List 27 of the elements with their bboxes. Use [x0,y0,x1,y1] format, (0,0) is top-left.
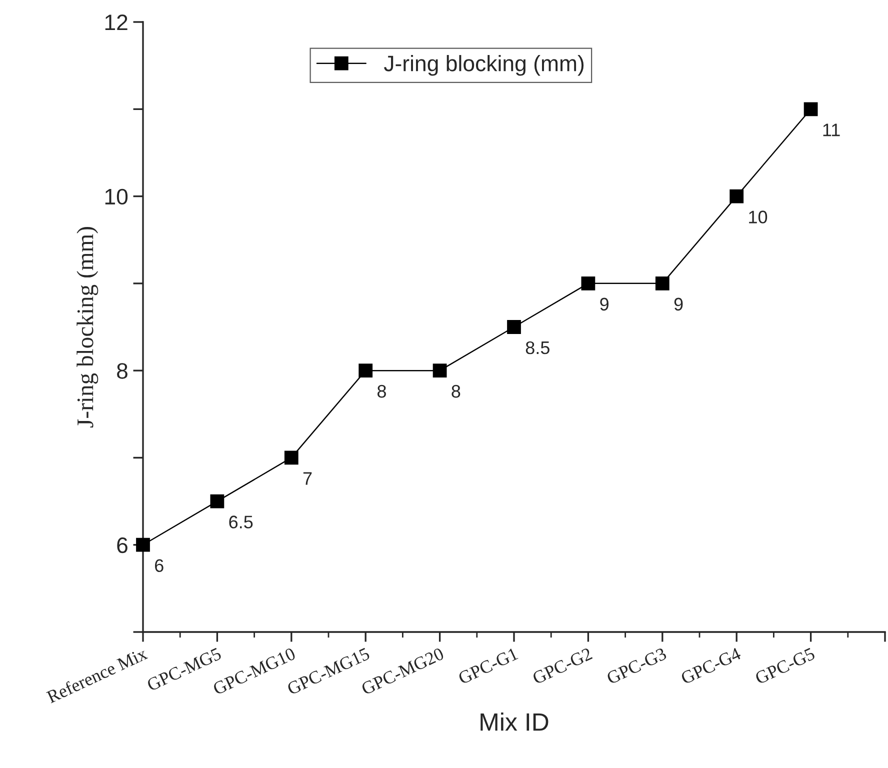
data-label: 9 [600,298,608,311]
y-tick-label: 6 [117,537,128,554]
point [581,276,596,290]
data-label: 8.5 [526,341,550,354]
point [210,494,224,508]
data-label: 6.5 [229,516,253,528]
data-label: 6 [155,559,164,572]
y-tick-label: 8 [117,363,128,379]
point [655,276,670,290]
data-label: 8 [377,384,386,398]
y-tick-label: 12 [105,14,128,30]
x-axis-title: Mix ID [480,712,548,731]
point [358,364,373,378]
legend-label: J-ring blocking (mm) [384,55,584,76]
point [136,538,150,552]
point [284,450,298,465]
data-label: 10 [749,210,768,224]
point [804,102,818,116]
point [507,320,521,334]
point [432,364,447,378]
data-label: 7 [303,472,312,485]
data-label: 8 [452,384,460,398]
point [730,189,744,204]
y-axis-title: J-ring blocking (mm) [76,227,98,428]
data-label: 11 [823,124,840,136]
data-label: 9 [674,298,683,311]
y-tick-label: 10 [105,188,128,205]
